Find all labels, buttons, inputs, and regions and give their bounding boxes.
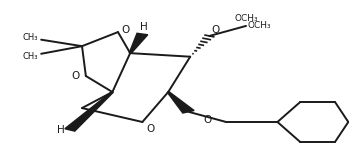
Text: CH₃: CH₃ (22, 52, 38, 61)
Text: OCH₃: OCH₃ (234, 14, 258, 23)
Polygon shape (65, 92, 113, 131)
Text: H: H (140, 22, 148, 32)
Text: CH₃: CH₃ (22, 33, 38, 42)
Text: O: O (146, 124, 154, 134)
Text: O: O (71, 71, 80, 81)
Text: H: H (57, 125, 65, 135)
Text: OCH₃: OCH₃ (248, 21, 272, 30)
Polygon shape (167, 92, 194, 113)
Text: O: O (203, 115, 211, 125)
Text: O: O (211, 25, 220, 35)
Text: O: O (121, 25, 130, 35)
Polygon shape (129, 33, 148, 53)
